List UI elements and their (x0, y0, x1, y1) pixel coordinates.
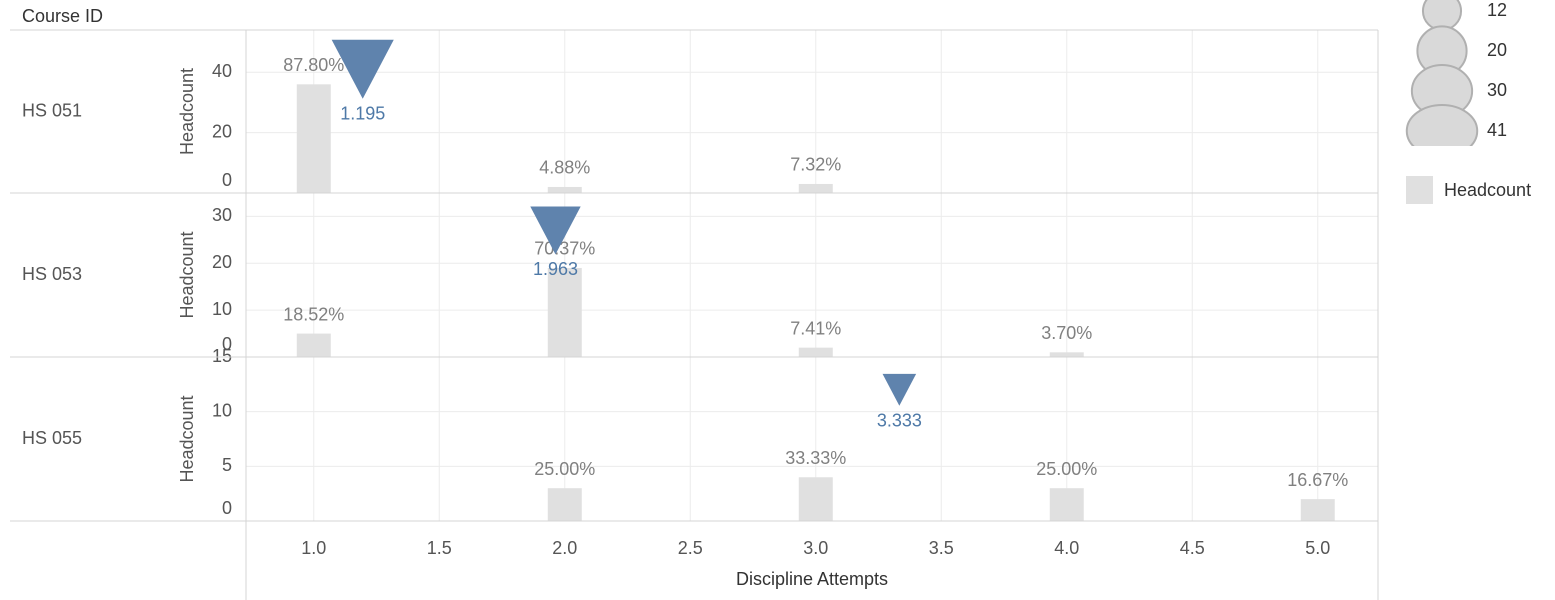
bar (1049, 352, 1084, 357)
value-label: 16.67% (1287, 470, 1348, 490)
bar (547, 186, 582, 193)
value-label: 7.32% (790, 155, 841, 175)
x-tick-label: 3.0 (803, 538, 828, 558)
color-legend-label: Headcount (1444, 180, 1531, 200)
x-tick-label: 4.5 (1180, 538, 1205, 558)
y-tick-label: 5 (222, 455, 232, 475)
value-label: 70.37% (534, 239, 595, 259)
y-tick-label: 20 (212, 252, 232, 272)
size-legend-label: 41 (1487, 120, 1507, 140)
row-label: HS 053 (22, 264, 82, 284)
x-tick-label: 1.5 (427, 538, 452, 558)
y-tick-label: 10 (212, 299, 232, 319)
value-label: 25.00% (1036, 459, 1097, 479)
mean-label: 1.195 (340, 103, 385, 123)
y-tick-label: 20 (212, 121, 232, 141)
legend-mask (1395, 146, 1485, 176)
y-axis-label: Headcount (177, 231, 197, 318)
x-tick-label: 4.0 (1054, 538, 1079, 558)
y-tick-label: 0 (222, 334, 232, 354)
value-label: 7.41% (790, 318, 841, 338)
y-tick-label: 0 (222, 170, 232, 190)
bar (1049, 488, 1084, 521)
color-legend-swatch (1406, 176, 1433, 204)
x-tick-label: 2.0 (552, 538, 577, 558)
y-tick-label: 10 (212, 400, 232, 420)
bar (296, 84, 331, 193)
bar (798, 347, 833, 357)
bar (798, 477, 833, 521)
value-label: 87.80% (283, 55, 344, 75)
value-label: 3.70% (1041, 323, 1092, 343)
row-label: HS 055 (22, 428, 82, 448)
x-tick-label: 5.0 (1305, 538, 1330, 558)
y-axis-label: Headcount (177, 395, 197, 482)
value-label: 25.00% (534, 459, 595, 479)
x-tick-label: 2.5 (678, 538, 703, 558)
size-legend-label: 30 (1487, 80, 1507, 100)
mean-label: 3.333 (877, 411, 922, 431)
x-tick-label: 3.5 (929, 538, 954, 558)
bar (547, 267, 582, 357)
bar (1300, 499, 1335, 521)
y-tick-label: 0 (222, 498, 232, 518)
size-legend-label: 20 (1487, 40, 1507, 60)
x-axis-label: Discipline Attempts (736, 569, 888, 589)
y-tick-label: 15 (212, 346, 232, 366)
value-label: 33.33% (785, 448, 846, 468)
y-tick-label: 30 (212, 205, 232, 225)
mean-marker (882, 373, 917, 406)
y-tick-label: 40 (212, 61, 232, 81)
bar (547, 488, 582, 521)
bar (296, 333, 331, 357)
row-label: HS 051 (22, 100, 82, 120)
value-label: 18.52% (283, 304, 344, 324)
bar (798, 183, 833, 193)
mean-marker (530, 206, 581, 255)
mean-label: 1.963 (533, 259, 578, 279)
size-legend-label: 12 (1487, 0, 1507, 20)
row-header: Course ID (22, 6, 103, 26)
y-axis-label: Headcount (177, 68, 197, 155)
mean-marker (331, 39, 394, 99)
value-label: 4.88% (539, 158, 590, 178)
x-tick-label: 1.0 (301, 538, 326, 558)
